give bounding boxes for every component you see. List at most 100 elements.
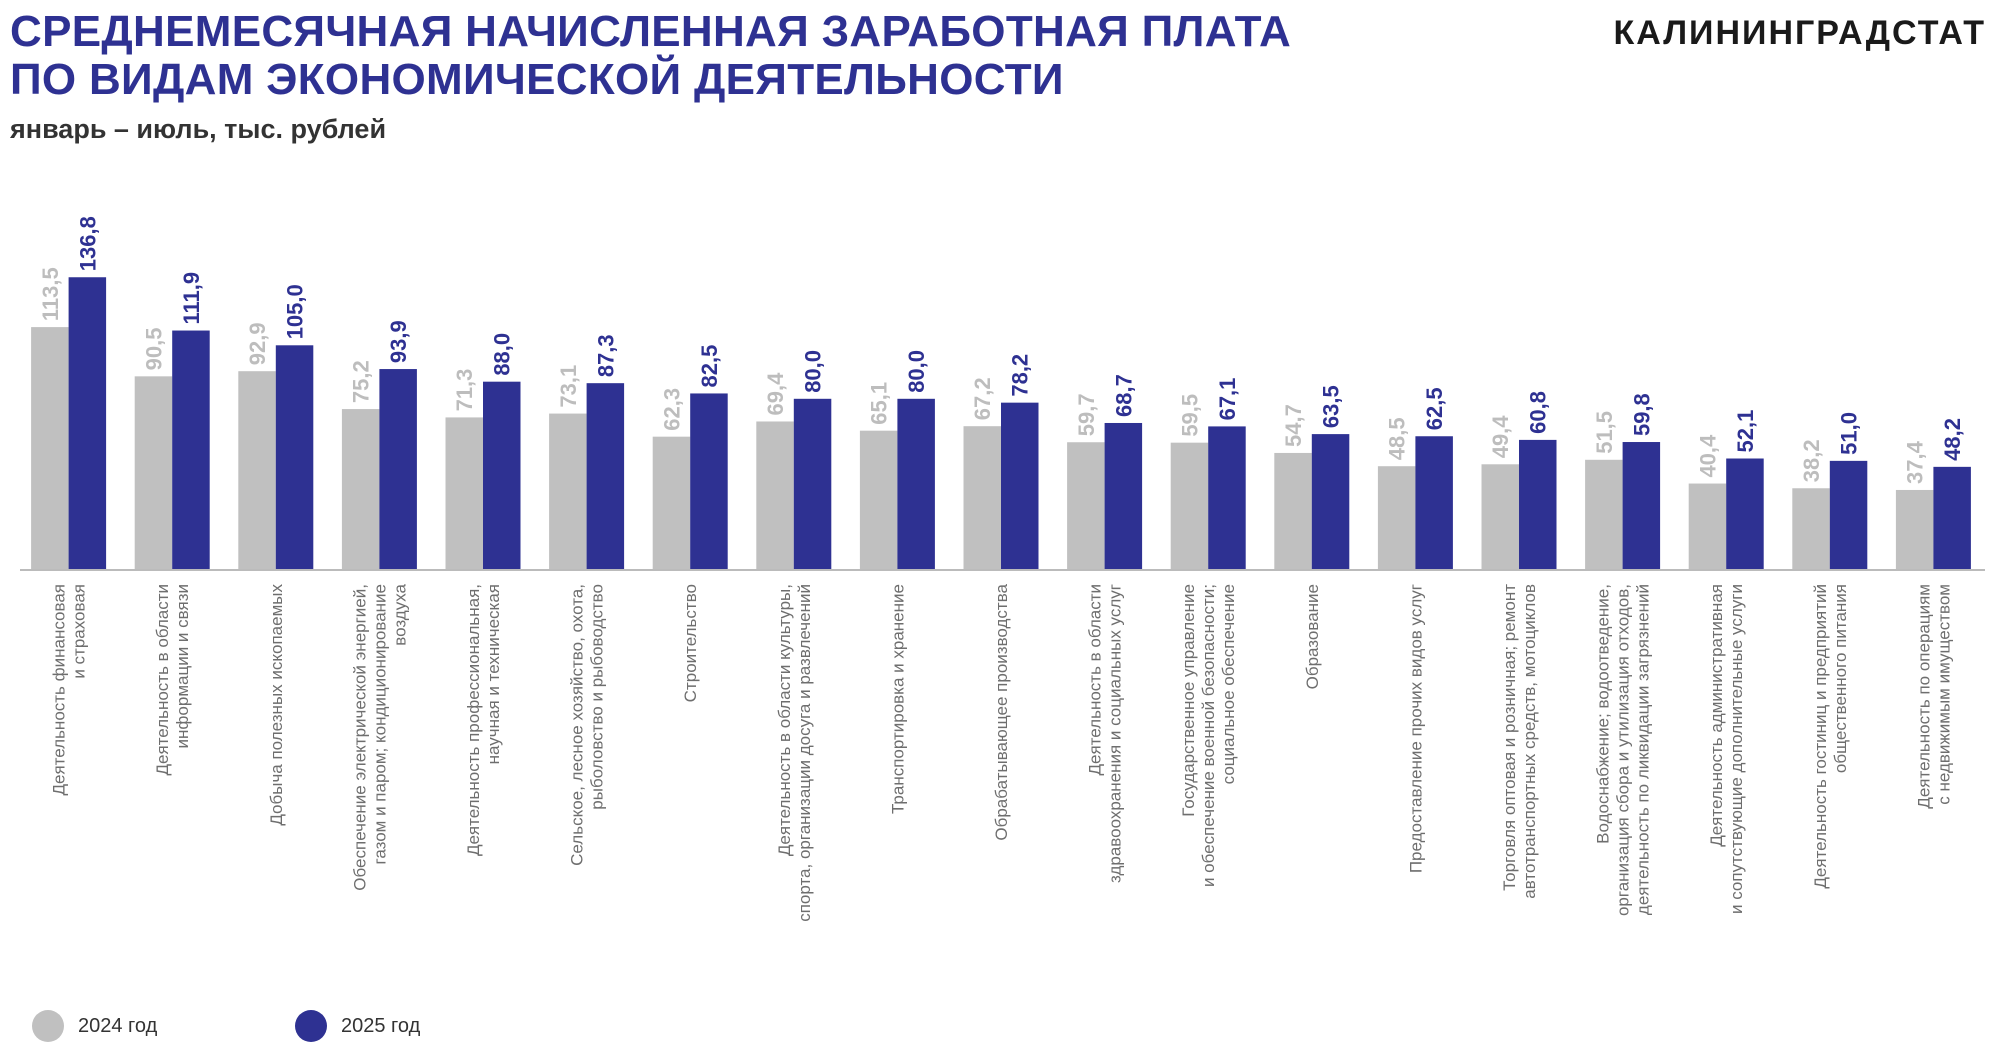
legend-item-2025: 2025 год — [295, 1010, 420, 1042]
title-line-1: СРЕДНЕМЕСЯЧНАЯ НАЧИСЛЕННАЯ ЗАРАБОТНАЯ ПЛ… — [10, 7, 1292, 56]
bar-2024 — [1067, 442, 1105, 570]
bar-2025 — [690, 393, 728, 570]
category-label-line: спорта, организации досуга и развлечений — [795, 584, 814, 922]
category-label-line: газом и паром; кондиционирование — [370, 584, 389, 864]
data-label-2024: 59,5 — [1177, 394, 1202, 437]
bar-2024 — [1481, 464, 1519, 570]
data-label-2024: 37,4 — [1903, 440, 1928, 484]
category-label-line: воздуха — [390, 583, 409, 645]
brand-logo: КАЛИНИНГРАДСТАТ — [1613, 14, 1986, 52]
data-label-2025: 88,0 — [490, 333, 515, 376]
bar-2024 — [1274, 452, 1312, 570]
bar-2025 — [1622, 442, 1661, 570]
data-label-2025: 68,7 — [1111, 374, 1136, 417]
bar-2025 — [379, 369, 417, 570]
category-label-line: рыболовство и рыбоводство — [588, 584, 607, 810]
data-label-2025: 136,8 — [75, 216, 100, 271]
category-label-line: здравоохранения и социальных услуг — [1106, 584, 1125, 883]
bar-2025 — [1829, 460, 1868, 570]
category-label: Предоставление прочих видов услуг — [1406, 584, 1425, 873]
bar-2024 — [859, 430, 898, 570]
data-label-2024: 48,5 — [1385, 417, 1410, 460]
bar-2025 — [172, 330, 210, 570]
data-label-2024: 54,7 — [1281, 404, 1306, 447]
legend-swatch-2025 — [295, 1010, 327, 1042]
bar-2024 — [445, 417, 483, 570]
category-label-line: Деятельность профессиональная, — [464, 584, 483, 856]
category-label-line: Деятельность в области — [153, 584, 172, 775]
category-label: Деятельность в областиинформации и связи — [153, 584, 192, 775]
data-label-2025: 111,9 — [179, 272, 204, 325]
category-label: Добыча полезных ископаемых — [267, 584, 286, 826]
category-label: Сельское, лесное хозяйство, охота,рыболо… — [568, 584, 607, 866]
category-label-line: Образование — [1303, 584, 1322, 689]
legend-item-2024: 2024 год — [32, 1010, 157, 1042]
bar-2025 — [1001, 402, 1039, 570]
data-label-2025: 62,5 — [1422, 387, 1447, 430]
data-label-2024: 59,7 — [1074, 393, 1099, 436]
data-label-2025: 60,8 — [1526, 391, 1551, 434]
category-label: Деятельность административнаяи сопутству… — [1707, 584, 1746, 914]
data-label-2025: 78,2 — [1008, 354, 1033, 397]
bar-2025 — [1104, 422, 1143, 570]
data-label-2024: 40,4 — [1695, 434, 1720, 478]
data-label-2025: 87,3 — [593, 334, 618, 377]
category-label-line: и обеспечение военной безопасности; — [1199, 584, 1218, 887]
bar-2024 — [963, 426, 1001, 570]
bar-2024 — [756, 421, 794, 570]
category-label-line: с недвижимым имуществом — [1934, 584, 1953, 805]
bar-2024 — [652, 436, 691, 570]
category-label-line: общественного питания — [1831, 584, 1850, 773]
chart-subtitle: январь – июль, тыс. рублей — [10, 114, 387, 144]
bar-2024 — [238, 371, 276, 570]
legend-swatch-2024 — [32, 1010, 64, 1042]
data-label-2024: 69,4 — [763, 372, 788, 416]
category-label: Обеспечение электрической энергией,газом… — [350, 583, 409, 890]
bar-2024 — [31, 327, 69, 570]
category-label: Деятельность по операциямс недвижимым им… — [1914, 584, 1953, 809]
category-label: Образование — [1303, 584, 1322, 689]
bar-2024 — [1585, 459, 1623, 570]
bar-2025 — [275, 345, 314, 570]
category-label: Деятельность в области культуры,спорта, … — [775, 584, 814, 922]
bar-2025 — [1208, 426, 1246, 570]
title-line-2: ПО ВИДАМ ЭКОНОМИЧЕСКОЙ ДЕЯТЕЛЬНОСТИ — [10, 55, 1064, 104]
bar-2025 — [1933, 466, 1971, 570]
category-label-line: Деятельность административная — [1707, 584, 1726, 847]
category-label-line: Предоставление прочих видов услуг — [1406, 584, 1425, 873]
category-label: Деятельность финансоваяи страховая — [50, 584, 89, 796]
category-label-line: Обрабатывающее производства — [992, 583, 1011, 840]
data-label-2024: 67,2 — [970, 377, 995, 420]
bar-2025 — [793, 398, 832, 570]
category-label-line: социальное обеспечение — [1219, 584, 1238, 784]
bar-2024 — [341, 409, 380, 570]
data-label-2025: 59,8 — [1629, 393, 1654, 436]
category-label: Государственное управлениеи обеспечение … — [1179, 584, 1238, 887]
data-label-2025: 48,2 — [1940, 418, 1965, 461]
data-label-2024: 65,1 — [867, 382, 892, 425]
category-label-line: Деятельность в области культуры, — [775, 584, 794, 856]
category-label-line: и сопутствующие дополнительные услуги — [1727, 584, 1746, 914]
category-label: Торговля оптовая и розничная; ремонтавто… — [1500, 584, 1539, 899]
data-label-2025: 51,0 — [1837, 412, 1862, 455]
data-label-2024: 51,5 — [1592, 411, 1617, 454]
category-label-line: Государственное управление — [1179, 584, 1198, 817]
category-label: Обрабатывающее производства — [992, 583, 1011, 840]
bar-2024 — [1170, 442, 1209, 570]
category-label-line: Водоснабжение; водоотведение, — [1594, 584, 1613, 844]
data-label-2025: 80,0 — [904, 350, 929, 393]
data-label-2024: 113,5 — [38, 267, 63, 321]
category-label-line: Деятельность гостиниц и предприятий — [1811, 584, 1830, 889]
data-label-2025: 82,5 — [697, 345, 722, 388]
bar-2025 — [1415, 436, 1453, 570]
bar-2025 — [1519, 439, 1557, 570]
category-label-line: Обеспечение электрической энергией, — [350, 584, 369, 891]
data-label-2025: 80,0 — [801, 350, 826, 393]
bar-2024 — [1377, 466, 1416, 570]
category-label-line: научная и техническая — [484, 584, 503, 764]
bar-2025 — [897, 398, 935, 570]
category-label-line: Строительство — [681, 584, 700, 702]
bar-2025 — [1311, 434, 1350, 570]
data-label-2025: 105,0 — [283, 284, 308, 339]
bar-2024 — [1895, 489, 1934, 570]
